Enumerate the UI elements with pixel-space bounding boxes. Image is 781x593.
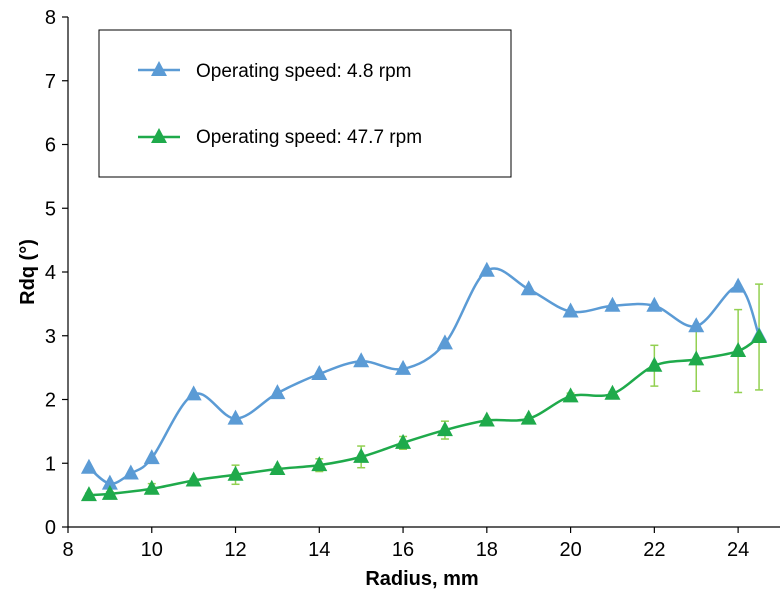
data-point-series-2: [520, 409, 537, 425]
y-tick-label: 5: [45, 198, 56, 220]
data-point-series-2: [269, 459, 286, 475]
data-point-series-2: [436, 421, 453, 437]
x-tick-label: 20: [559, 539, 581, 561]
axes: [62, 16, 780, 533]
y-tick-label: 6: [45, 135, 56, 157]
x-tick-label: 18: [476, 539, 498, 561]
series-lines: [88, 267, 761, 497]
legend-box: [98, 29, 512, 178]
x-tick-label: 24: [727, 539, 749, 561]
data-point-series-1: [353, 352, 370, 368]
data-point-series-2: [478, 411, 495, 427]
data-point-series-1: [478, 261, 495, 277]
data-point-series-1: [562, 302, 579, 318]
data-point-series-2: [751, 328, 768, 344]
data-point-series-1: [80, 458, 97, 474]
data-point-series-2: [688, 350, 705, 366]
series-markers: [80, 261, 768, 502]
data-point-series-2: [353, 447, 370, 463]
data-point-series-1: [395, 359, 412, 375]
x-tick-label: 22: [643, 539, 665, 561]
data-point-series-2: [185, 471, 202, 487]
data-point-series-2: [562, 387, 579, 403]
series-line-1: [88, 267, 761, 485]
y-tick-label: 1: [45, 453, 56, 475]
x-tick-label: 10: [141, 539, 163, 561]
x-tick-label: 16: [392, 539, 414, 561]
data-point-series-2: [311, 456, 328, 472]
data-point-series-2: [604, 384, 621, 400]
data-point-series-2: [143, 479, 160, 495]
data-point-series-1: [311, 365, 328, 380]
data-point-series-1: [227, 409, 244, 425]
x-tick-label: 12: [224, 539, 246, 561]
y-tick-label: 7: [45, 71, 56, 93]
data-point-series-1: [269, 384, 286, 400]
data-point-series-1: [520, 280, 537, 296]
data-point-series-1: [730, 277, 747, 293]
data-point-series-1: [122, 464, 139, 480]
y-tick-label: 0: [45, 517, 56, 539]
data-point-series-1: [143, 449, 160, 465]
x-tick-label: 8: [62, 539, 73, 561]
y-tick-label: 8: [45, 7, 56, 29]
data-point-series-2: [646, 356, 663, 372]
y-axis-title: Rdq (°): [17, 239, 39, 305]
data-point-series-2: [80, 486, 97, 502]
legend-label-series-1: Operating speed: 4.8 rpm: [196, 61, 411, 82]
data-point-series-2: [101, 484, 118, 500]
x-axis-title: Radius, mm: [365, 568, 478, 590]
legend: Operating speed: 4.8 rpm Operating speed…: [98, 29, 512, 178]
data-point-series-1: [688, 317, 705, 333]
x-tick-label: 14: [308, 539, 330, 561]
error-bars: [84, 283, 764, 498]
y-tick-label: 3: [45, 326, 56, 348]
data-point-series-1: [101, 474, 118, 490]
data-point-series-1: [604, 296, 621, 312]
data-point-series-2: [395, 433, 412, 449]
data-point-series-1: [436, 334, 453, 350]
y-tick-label: 2: [45, 390, 56, 412]
y-tick-label: 4: [45, 262, 56, 284]
data-point-series-1: [185, 385, 202, 401]
data-point-series-2: [730, 342, 747, 358]
legend-marker-series-1: [151, 61, 167, 76]
legend-label-series-2: Operating speed: 47.7 rpm: [196, 127, 422, 148]
data-point-series-1: [646, 296, 663, 312]
data-point-series-2: [227, 465, 244, 481]
legend-marker-series-2: [151, 128, 167, 143]
